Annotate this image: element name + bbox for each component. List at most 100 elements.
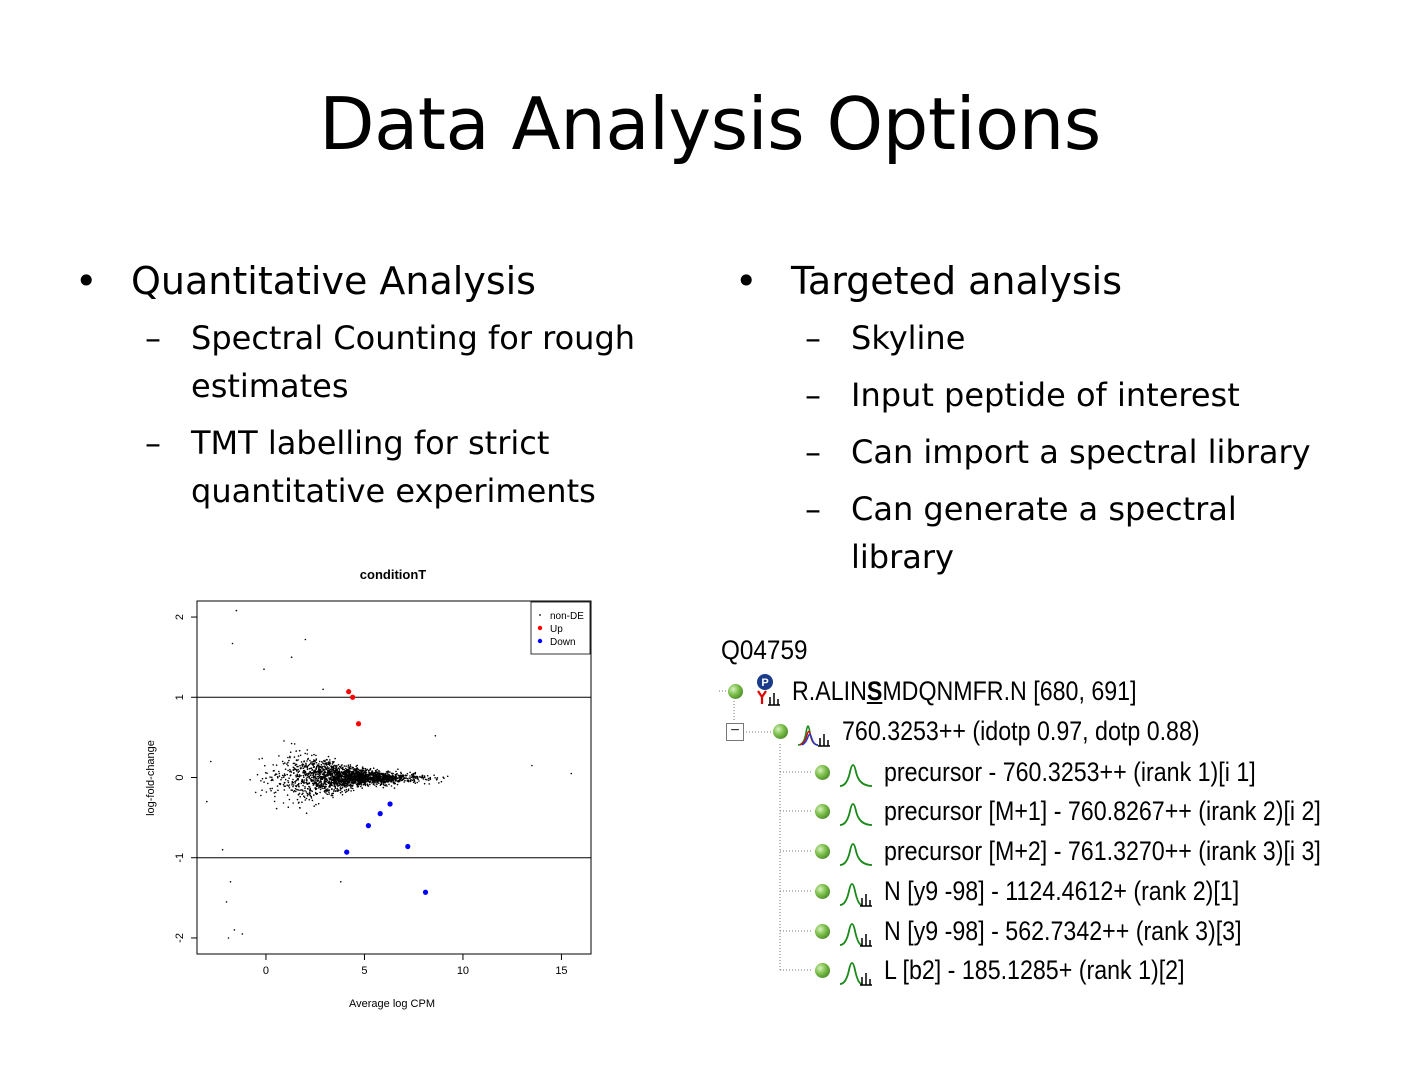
transition-row[interactable]: L [b2] - 185.1285+ (rank 1)[2]: [815, 952, 1233, 988]
collapse-icon[interactable]: −: [726, 723, 744, 741]
point-non-de: [295, 750, 297, 752]
point-non-de: [345, 784, 347, 787]
point-non-de: [343, 768, 345, 771]
point-non-de: [419, 776, 421, 778]
point-non-de: [272, 764, 274, 766]
skyline-tree[interactable]: Q04759 P R.ALINSMDQNMFR.N [680, 691] − 7…: [718, 632, 1398, 992]
point-non-de: [360, 782, 363, 784]
point-non-de: [296, 775, 299, 778]
point-non-de: [350, 767, 352, 770]
point-non-de: [329, 772, 332, 775]
point-non-de: [355, 775, 358, 777]
status-ball-icon: [815, 803, 830, 819]
point-non-de: [350, 787, 352, 789]
point-non-de: [300, 774, 302, 777]
point-non-de: [385, 784, 387, 786]
point-non-de: [328, 782, 330, 784]
point-non-de: [304, 786, 306, 788]
point-non-de: [409, 780, 412, 783]
point-non-de: [372, 776, 374, 779]
point-non-de: [339, 765, 341, 768]
point-non-de: [382, 773, 385, 775]
point-non-de: [325, 767, 327, 769]
point-non-de: [303, 771, 306, 774]
point-non-de: [322, 777, 324, 780]
transition-row[interactable]: precursor [M+2] - 761.3270++ (irank 3)[i…: [815, 833, 1392, 869]
point-non-de: [336, 771, 339, 774]
point-non-de: [278, 770, 280, 773]
transition-row[interactable]: precursor [M+1] - 760.8267++ (irank 2)[i…: [815, 793, 1392, 829]
status-ball-icon: [773, 723, 788, 739]
point-non-de: [347, 777, 350, 779]
point-non-de: [287, 764, 289, 767]
point-non-de: [374, 781, 376, 784]
point-non-de: [429, 777, 431, 780]
point-non-de: [331, 788, 333, 791]
point-non-de: [426, 775, 429, 777]
point-non-de: [295, 774, 297, 777]
point-non-de: [288, 777, 290, 779]
point-non-de: [305, 812, 308, 814]
point-non-de: [297, 789, 300, 791]
point-non-de: [306, 768, 309, 771]
transition-row[interactable]: N [y9 -98] - 1124.4612+ (rank 2)[1]: [815, 873, 1297, 909]
transition-row[interactable]: N [y9 -98] - 562.7342++ (rank 3)[3]: [815, 913, 1300, 949]
point-up: [350, 694, 356, 700]
point-non-de: [296, 778, 299, 780]
point-non-de: [304, 752, 306, 755]
point-non-de: [241, 933, 244, 935]
point-non-de: [301, 763, 304, 765]
point-non-de: [319, 780, 322, 782]
point-non-de: [433, 774, 435, 776]
point-non-de: [401, 774, 403, 777]
point-non-de: [314, 791, 317, 794]
point-non-de: [313, 763, 316, 765]
peptide-node[interactable]: P R.ALINSMDQNMFR.N [680, 691]: [728, 673, 1193, 709]
point-non-de: [367, 778, 370, 780]
point-non-de: [298, 775, 301, 778]
point-non-de: [328, 793, 330, 795]
sub-item-line: estimates: [191, 367, 349, 405]
point-non-de: [282, 802, 285, 804]
protein-node[interactable]: Q04759: [721, 635, 808, 665]
point-non-de: [324, 769, 326, 771]
precursor-node[interactable]: 760.3253++ (idotp 0.97, dotp 0.88): [773, 713, 1258, 749]
point-non-de: [231, 642, 234, 645]
chart-title: conditionT: [360, 567, 426, 582]
point-non-de: [311, 779, 313, 781]
point-non-de: [324, 789, 326, 792]
point-non-de: [341, 764, 343, 766]
point-non-de: [355, 767, 357, 770]
point-non-de: [376, 781, 379, 784]
point-non-de: [364, 769, 367, 772]
point-non-de: [402, 778, 405, 780]
right-column: • Targeted analysis – Skyline – Input pe…: [735, 258, 1375, 590]
point-non-de: [322, 765, 324, 768]
point-non-de: [318, 776, 320, 779]
point-non-de: [426, 779, 428, 781]
point-non-de: [282, 763, 285, 765]
point-non-de: [304, 799, 307, 801]
point-non-de: [364, 783, 367, 785]
peptide-label: R.ALINSMDQNMFR.N [680, 691]: [792, 675, 1137, 706]
point-non-de: [372, 782, 375, 784]
point-non-de: [367, 785, 370, 787]
point-non-de: [327, 771, 330, 773]
y-tick-label: 0: [174, 774, 186, 780]
transition-row[interactable]: precursor - 760.3253++ (irank 1)[i 1]: [815, 754, 1316, 790]
point-non-de: [225, 901, 228, 903]
point-non-de: [304, 790, 306, 792]
point-non-de: [335, 783, 337, 785]
point-non-de: [326, 759, 328, 761]
point-non-de: [347, 764, 350, 766]
y-axis-label: log-fold-change: [145, 740, 157, 816]
point-non-de: [404, 774, 407, 777]
point-non-de: [392, 777, 395, 780]
point-non-de: [311, 782, 314, 785]
point-non-de: [350, 790, 352, 792]
point-non-de: [271, 787, 273, 790]
point-non-de: [414, 777, 417, 779]
point-non-de: [305, 762, 307, 765]
point-non-de: [435, 779, 438, 781]
point-non-de: [297, 771, 299, 773]
